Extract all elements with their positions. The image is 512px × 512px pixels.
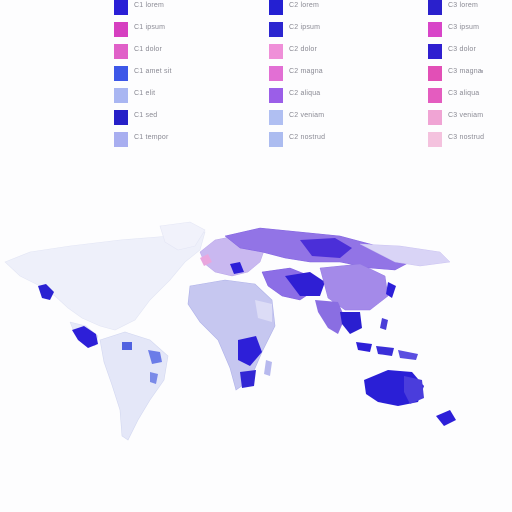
region-indonesia-3	[398, 350, 418, 360]
region-africa	[187, 279, 276, 391]
region-europe-dark	[230, 262, 244, 274]
region-philippines	[380, 318, 388, 330]
legend-swatch	[114, 132, 128, 147]
legend-swatch	[269, 110, 283, 125]
legend-label: C1 tempor	[134, 134, 169, 141]
legend-label: C2 veniam	[289, 112, 325, 119]
legend-swatch	[114, 66, 128, 81]
legend-swatch	[114, 22, 128, 37]
legend-label: C1 sed	[134, 112, 158, 119]
legend-swatch	[428, 88, 442, 103]
legend-swatch	[269, 132, 283, 147]
region-greenland	[159, 221, 206, 251]
legend-label: C2 dolor	[289, 46, 318, 53]
region-south-america	[99, 331, 169, 441]
region-north-america	[4, 231, 206, 331]
region-africa-south-dark	[240, 370, 256, 388]
legend-swatch	[428, 44, 442, 59]
legend-label: C1 amet sit	[134, 68, 172, 75]
region-siberia-light	[359, 243, 451, 267]
legend-label: C3 nostrud	[448, 134, 485, 141]
region-indonesia-1	[356, 342, 372, 352]
legend-label: C1 dolor	[134, 46, 163, 53]
region-colombia-accent	[122, 342, 132, 350]
legend-swatch	[428, 110, 442, 125]
legend-label: C1 lorem	[134, 2, 164, 9]
region-africa-central-dark	[238, 336, 262, 366]
legend-label: C3 lorem	[448, 2, 478, 9]
legend-label: C2 magna	[289, 68, 323, 75]
legend-label: C1 ipsum	[134, 24, 166, 31]
legend-label: C3 ipsum	[448, 24, 480, 31]
region-china	[319, 263, 389, 311]
legend-swatch	[269, 66, 283, 81]
region-us-west	[38, 284, 54, 300]
legend-label: C3 magna	[448, 68, 482, 75]
legend-swatch	[269, 44, 283, 59]
legend-swatch	[114, 0, 128, 15]
legend-label: C3 veniam	[448, 112, 484, 119]
region-japan	[386, 282, 396, 298]
legend-swatch	[269, 22, 283, 37]
region-southeast-asia	[340, 312, 362, 334]
region-europe-pink	[200, 254, 212, 266]
region-new-zealand	[436, 410, 456, 426]
region-mexico	[72, 326, 98, 348]
legend-label: C2 lorem	[289, 2, 319, 9]
legend-swatch	[114, 88, 128, 103]
region-brazil-accent	[148, 350, 162, 364]
legend-label: C1 elit	[134, 90, 156, 97]
region-central-asia-dark	[285, 272, 325, 296]
region-australia-east	[404, 376, 424, 404]
legend-label: C2 aliqua	[289, 90, 321, 97]
legend-swatch	[428, 0, 442, 15]
region-indonesia-2	[376, 346, 394, 356]
region-madagascar	[264, 360, 272, 376]
region-russia-dark	[300, 238, 352, 258]
legend-swatch	[428, 66, 442, 81]
legend-label: C3 aliqua	[448, 90, 480, 97]
legend-swatch	[114, 44, 128, 59]
legend-label: C3 dolor	[448, 46, 477, 53]
legend-swatch	[269, 0, 283, 15]
legend-swatch	[114, 110, 128, 125]
region-india	[315, 300, 345, 334]
legend-swatch	[428, 22, 442, 37]
legend-swatch	[428, 132, 442, 147]
legend-swatch	[269, 88, 283, 103]
region-peru-accent	[150, 372, 158, 384]
legend-label: C2 ipsum	[289, 24, 321, 31]
decorative-tick	[481, 70, 483, 73]
legend-label: C2 nostrud	[289, 134, 326, 141]
region-africa-east-light	[255, 300, 272, 322]
